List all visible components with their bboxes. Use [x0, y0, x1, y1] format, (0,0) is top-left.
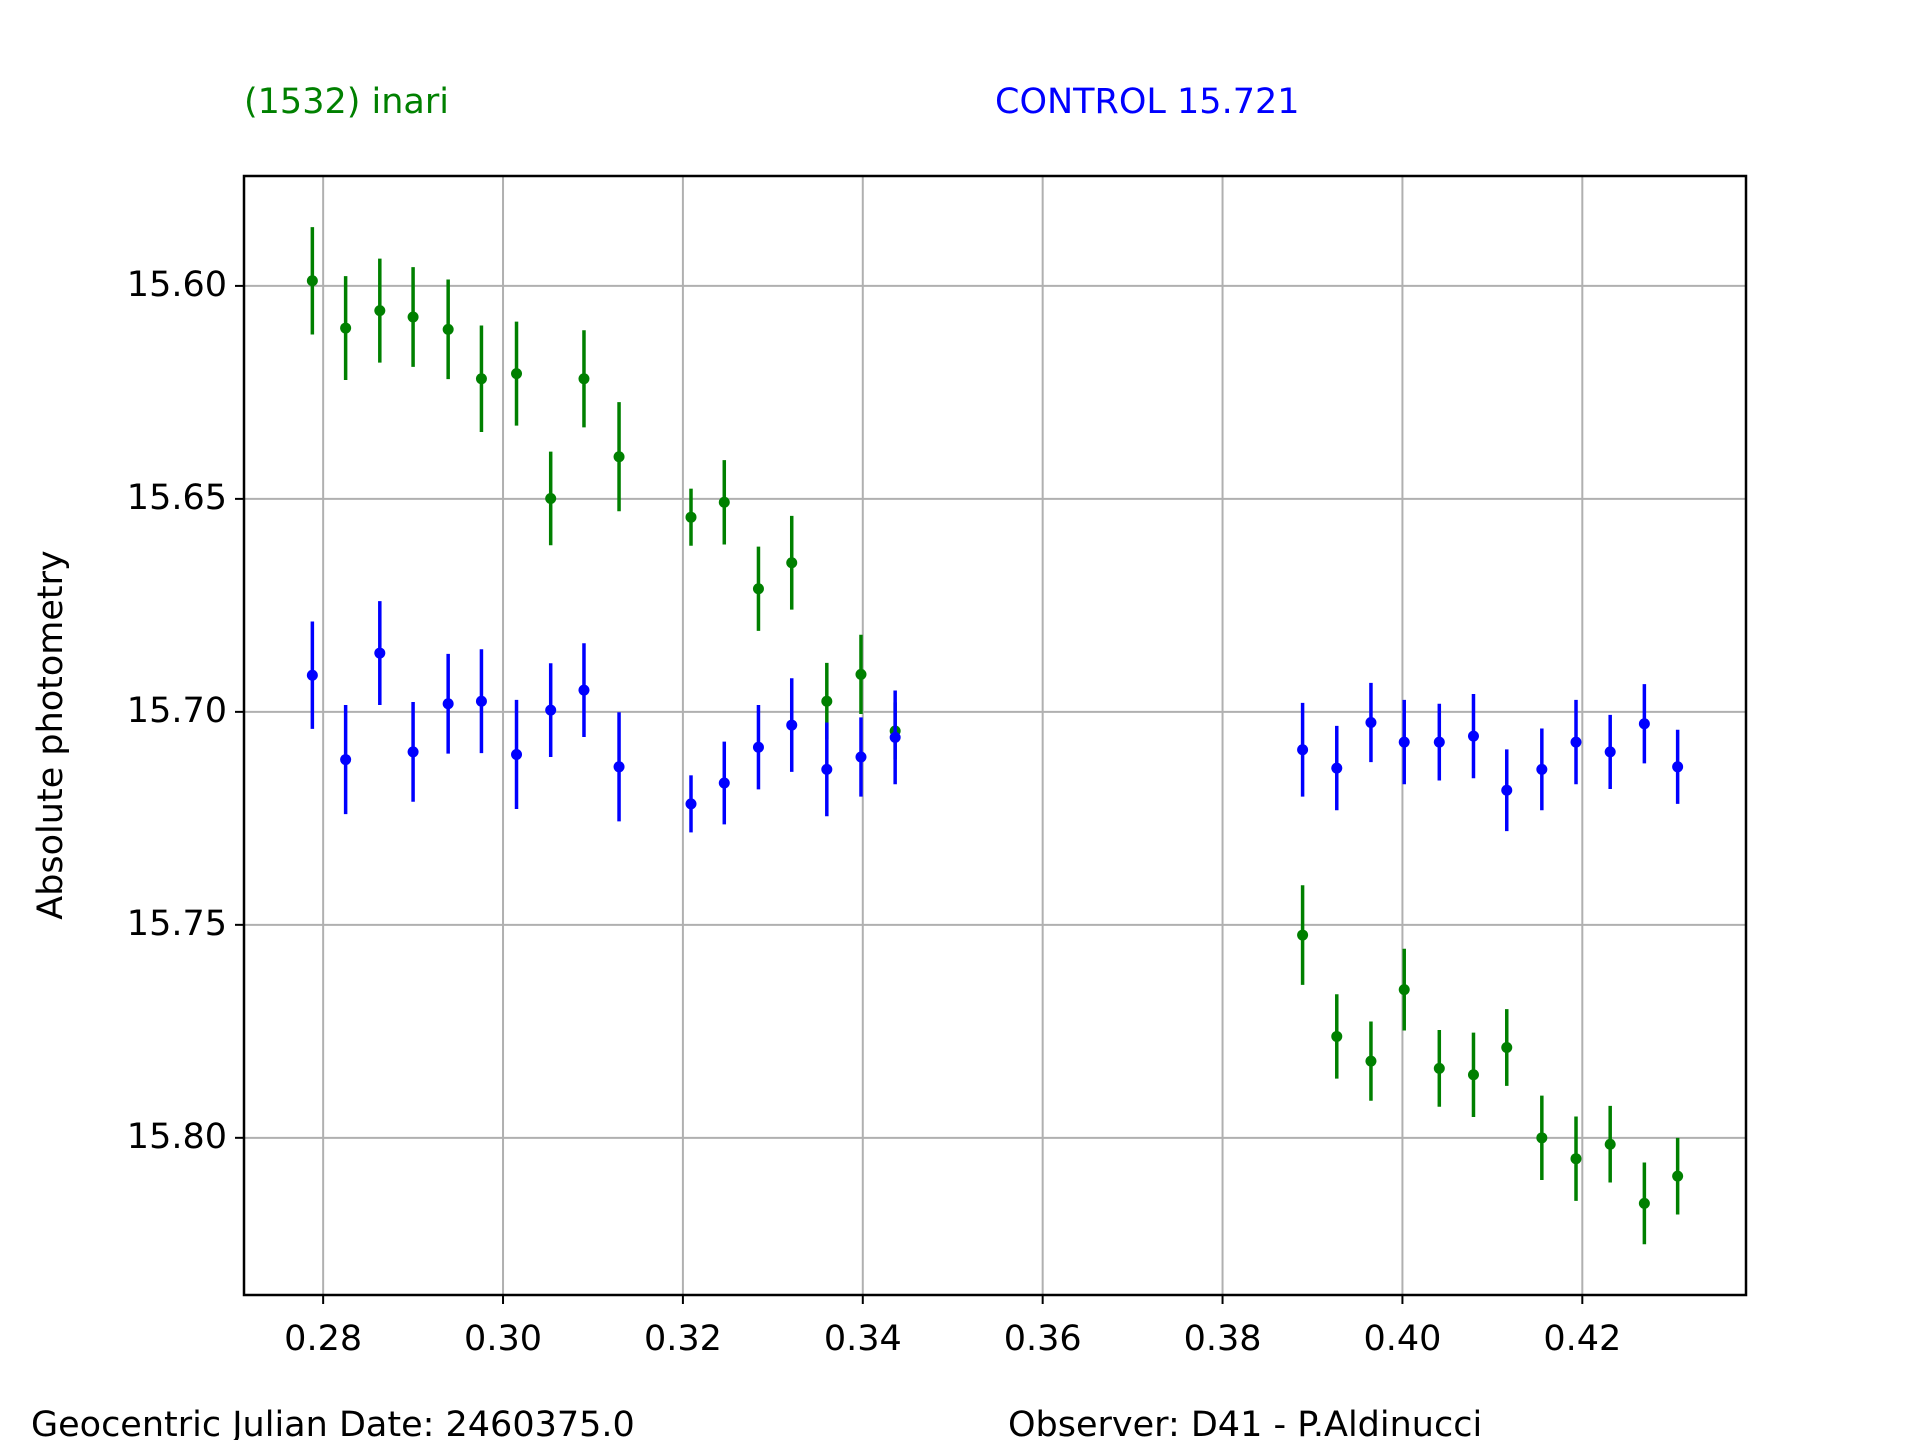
- data-point: [340, 322, 352, 334]
- data-point: [1331, 762, 1343, 774]
- data-point: [306, 275, 318, 287]
- data-point: [1297, 744, 1309, 756]
- data-point: [545, 492, 557, 504]
- data-point: [1467, 730, 1479, 742]
- data-point: [613, 761, 625, 773]
- data-point: [752, 583, 764, 595]
- data-point: [511, 368, 523, 380]
- x-tick-label: 0.30: [464, 1319, 542, 1359]
- data-point: [1297, 929, 1309, 941]
- x-tick-label: 0.28: [284, 1319, 362, 1359]
- y-tick-label: 15.70: [127, 691, 227, 731]
- data-point: [1467, 1069, 1479, 1081]
- data-point: [685, 511, 697, 523]
- data-point: [1398, 736, 1410, 748]
- y-tick-label: 15.60: [127, 265, 227, 305]
- data-point: [1570, 736, 1582, 748]
- data-point: [685, 798, 697, 810]
- data-point: [475, 695, 487, 707]
- chart-subtitle: CONTROL 15.721: [995, 82, 1300, 122]
- x-tick-label: 0.34: [824, 1319, 902, 1359]
- data-point: [855, 751, 867, 763]
- x-tick-label: 0.36: [1004, 1319, 1082, 1359]
- data-point: [889, 731, 901, 743]
- data-point: [1433, 736, 1445, 748]
- data-point: [578, 684, 590, 696]
- data-point: [1638, 718, 1650, 730]
- data-point: [1536, 763, 1548, 775]
- footer-right: Observer: D41 - P.Aldinucci: [1008, 1405, 1482, 1440]
- data-point: [1604, 746, 1616, 758]
- data-point: [1365, 717, 1377, 729]
- data-point: [821, 763, 833, 775]
- y-tick-label: 15.80: [127, 1117, 227, 1157]
- data-point: [374, 647, 386, 659]
- data-point: [613, 451, 625, 463]
- data-point: [1536, 1132, 1548, 1144]
- chart-title: (1532) inari: [244, 82, 449, 122]
- data-point: [511, 748, 523, 760]
- data-point: [407, 311, 419, 323]
- data-point: [306, 669, 318, 681]
- data-point: [821, 695, 833, 707]
- data-point: [407, 746, 419, 758]
- data-point: [1672, 1170, 1684, 1182]
- data-point: [1672, 761, 1684, 773]
- data-point: [1638, 1197, 1650, 1209]
- data-point: [752, 741, 764, 753]
- data-point: [1433, 1062, 1445, 1074]
- data-point: [1604, 1138, 1616, 1150]
- data-point: [442, 323, 454, 335]
- data-point: [1365, 1055, 1377, 1067]
- data-point: [340, 754, 352, 766]
- data-point: [545, 704, 557, 716]
- data-point: [718, 496, 730, 508]
- x-tick-label: 0.40: [1363, 1319, 1441, 1359]
- data-point: [442, 698, 454, 710]
- plot-frame: [242, 174, 1748, 1297]
- data-point: [1570, 1153, 1582, 1165]
- y-tick-label: 15.75: [127, 904, 227, 944]
- data-point: [786, 719, 798, 731]
- data-point: [855, 668, 867, 680]
- data-point: [1398, 984, 1410, 996]
- data-point: [1501, 784, 1513, 796]
- data-point: [718, 777, 730, 789]
- data-point: [374, 305, 386, 317]
- data-point: [475, 373, 487, 385]
- data-point: [1501, 1042, 1513, 1054]
- data-point: [578, 373, 590, 385]
- data-point: [786, 557, 798, 569]
- x-tick-label: 0.32: [644, 1319, 722, 1359]
- data-point: [1331, 1030, 1343, 1042]
- x-tick-label: 0.38: [1184, 1319, 1262, 1359]
- footer-left: Geocentric Julian Date: 2460375.0: [31, 1405, 635, 1440]
- x-tick-label: 0.42: [1543, 1319, 1621, 1359]
- y-axis-label: Absolute photometry: [31, 550, 71, 920]
- y-tick-label: 15.65: [127, 478, 227, 518]
